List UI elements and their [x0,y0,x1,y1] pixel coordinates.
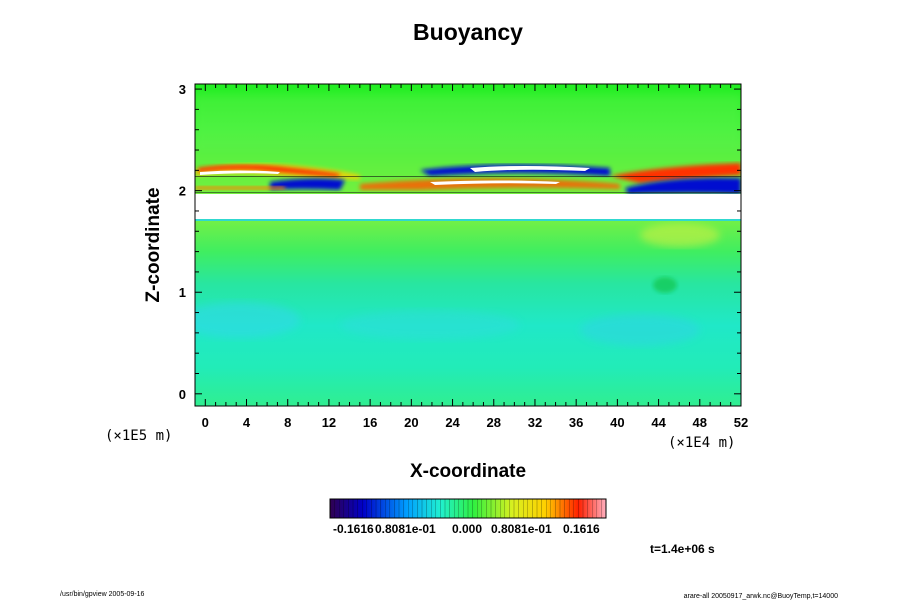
x-tick-label: 24 [445,415,460,430]
x-axis-label: X-coordinate [410,461,526,482]
y-axis-label: Z-coordinate [143,187,164,302]
x-tick-label: 20 [404,415,418,430]
x-tick-label: 48 [693,415,707,430]
colorbar-label-2: 0.8081e-01 [375,522,436,536]
x-tick-label: 44 [651,415,666,430]
colorbar [329,498,607,519]
time-label: t=1.4e+06 s [650,542,715,556]
y-tick-label: 1 [179,285,186,300]
y-axis-ticks: 0 1 2 3 [179,82,741,402]
x-tick-label: 28 [487,415,501,430]
x-tick-label: 36 [569,415,583,430]
footer-right: arare-all 20050917_arwk.nc@BuoyTemp,t=14… [684,593,839,600]
x-tick-label: 8 [284,415,291,430]
colorbar-label-1: -0.1616 [333,522,374,536]
colorbar-label-5: 0.1616 [563,522,600,536]
y-axis-unit: (×1E5 m) [105,428,172,444]
chart-title: Buoyancy [413,19,523,45]
colorbar-label-4: 0.8081e-01 [491,522,552,536]
x-tick-label: 4 [243,415,251,430]
x-tick-label: 12 [322,415,336,430]
x-tick-label: 40 [610,415,624,430]
x-tick-label: 32 [528,415,542,430]
y-tick-label: 0 [179,387,186,402]
colorbar-label-3: 0.000 [452,522,482,536]
plot-frame [194,83,742,407]
x-tick-label: 52 [734,415,748,430]
footer-left: /usr/bin/gpview 2005-09-16 [60,591,145,598]
x-tick-label: 16 [363,415,377,430]
y-tick-label: 3 [179,82,186,97]
x-axis-ticks: 0 4 8 12 16 20 24 28 32 36 40 44 48 52 [202,84,748,430]
x-axis-unit: (×1E4 m) [668,435,735,451]
y-tick-label: 2 [179,184,186,199]
x-tick-label: 0 [202,415,209,430]
heatmap-field [195,84,741,406]
